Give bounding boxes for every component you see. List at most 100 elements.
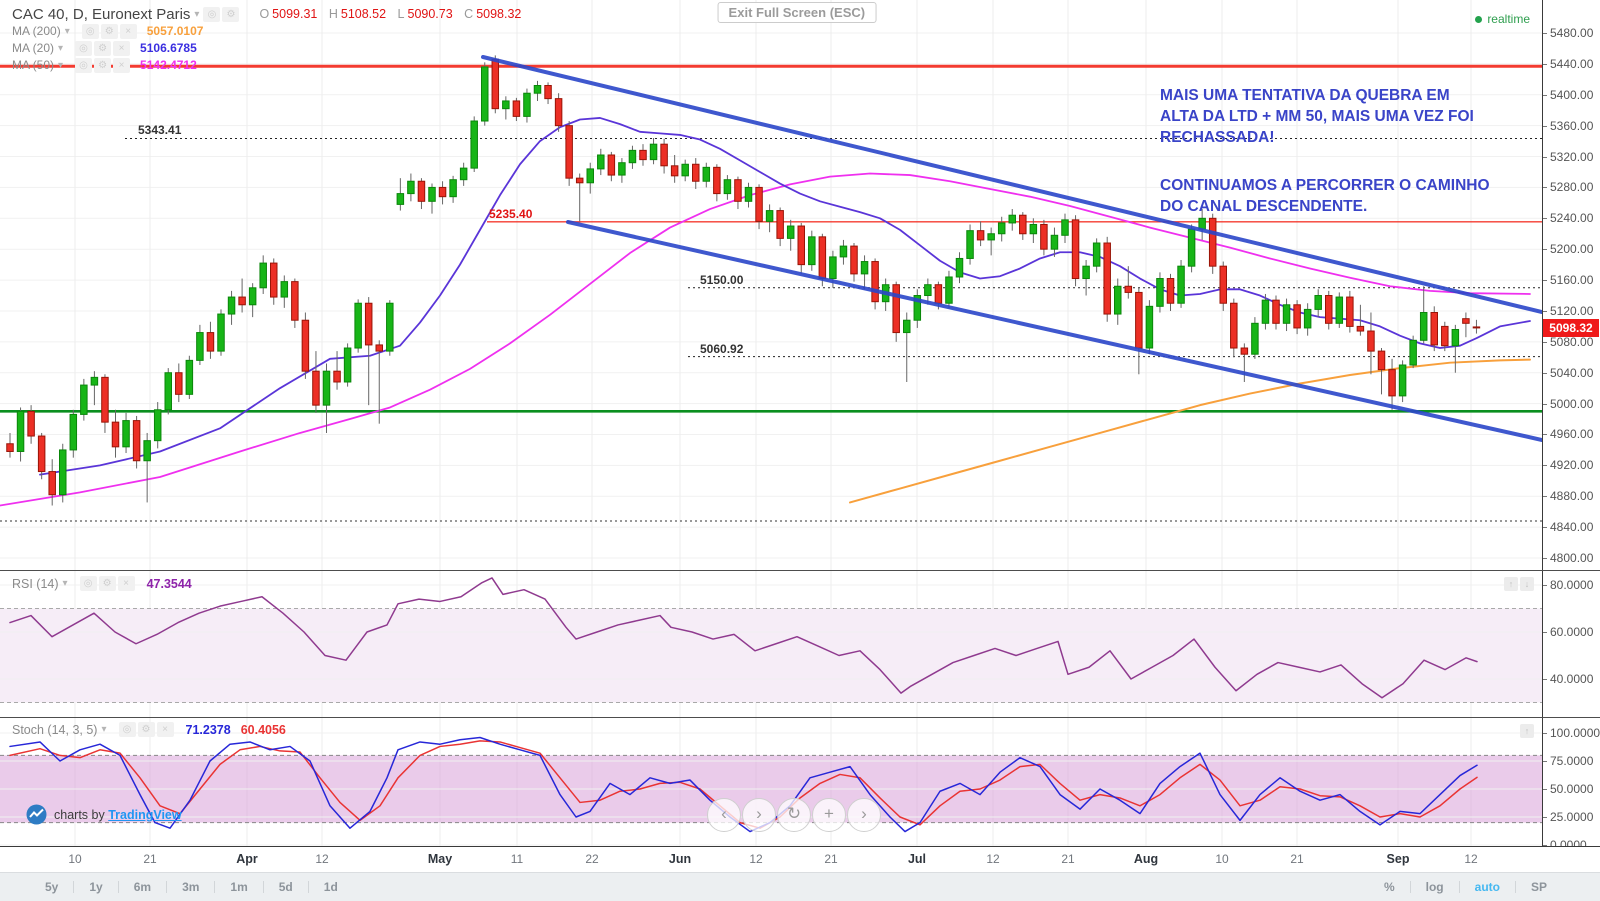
price-axis-label: 5040.00 (1550, 365, 1594, 380)
stoch-header: Stoch (14, 3, 5) ▾ ◎ ⚙ × 71.2378 60.4056 (12, 722, 286, 737)
price-axis-label: 4920.00 (1550, 458, 1594, 473)
close-icon[interactable]: × (156, 722, 174, 737)
range-5y-button[interactable]: 5y (45, 880, 59, 894)
candlestick-chart-canvas[interactable] (0, 0, 1542, 570)
pane-separator[interactable] (0, 717, 1600, 718)
gear-icon[interactable]: ⚙ (137, 722, 155, 737)
time-axis-label: 12 (749, 852, 763, 866)
price-axis-label: 80.0000 (1550, 578, 1594, 592)
chevron-down-icon[interactable]: ▾ (64, 25, 70, 37)
eye-icon[interactable]: ◎ (79, 576, 97, 591)
price-axis-label: 25.0000 (1550, 810, 1594, 824)
price-axis-label: 5400.00 (1550, 87, 1594, 102)
eye-icon[interactable]: ◎ (118, 722, 136, 737)
rsi-header: RSI (14) ▾ ◎ ⚙ × 47.3544 (12, 576, 192, 591)
price-axis[interactable]: 5480.00 5440.00 5400.00 5360.00 5320.00 5280.… (1542, 0, 1600, 852)
price-axis-label: 60.0000 (1550, 625, 1594, 639)
reset-chart-button[interactable]: ↻ (777, 798, 811, 832)
sp-button[interactable]: SP (1530, 880, 1547, 894)
price-axis-label: 5200.00 (1550, 242, 1594, 257)
gear-icon[interactable]: ⚙ (98, 576, 116, 591)
range-5d-button[interactable]: 5d (278, 880, 293, 894)
time-axis[interactable]: 10 21 Apr 12 May 11 22 Jun 12 21 Jul 12 21 Aug 10 21 Sep… (0, 847, 1600, 872)
ma50-row: MA (50) ▾ ◎ ⚙ × 5142.4712 (12, 57, 521, 73)
ohlc-values: O 5099.31 H 5108.52 L 5090.73 C 5098.32 (251, 7, 521, 21)
scroll-left-button[interactable]: ‹ (707, 798, 741, 832)
move-pane-up-icon[interactable]: ↑ (1504, 577, 1518, 591)
chevron-down-icon[interactable]: ▾ (58, 59, 64, 71)
price-level-label[interactable]: 5235.40 (489, 206, 533, 221)
close-icon[interactable]: × (113, 40, 131, 56)
price-axis-label: 4800.00 (1550, 551, 1594, 566)
open-value: 5099.31 (272, 7, 318, 21)
ma200-label[interactable]: MA (200) (12, 24, 61, 38)
close-icon[interactable]: × (117, 576, 135, 591)
log-scale-button[interactable]: log (1425, 880, 1444, 894)
go-to-latest-button[interactable]: › (847, 798, 881, 832)
chevron-down-icon[interactable]: ▾ (194, 8, 200, 20)
auto-scale-button[interactable]: auto (1474, 880, 1500, 894)
time-axis-label: Sep (1386, 852, 1410, 866)
scroll-right-button[interactable]: › (742, 798, 776, 832)
ma50-value: 5142.4712 (140, 58, 197, 72)
price-axis-label: 5120.00 (1550, 303, 1594, 318)
price-axis-label: 75.0000 (1550, 754, 1594, 768)
eye-icon[interactable]: ◎ (75, 40, 93, 56)
gear-icon[interactable]: ⚙ (100, 23, 118, 39)
time-axis-label: 21 (143, 852, 157, 866)
range-1m-button[interactable]: 1m (230, 880, 248, 894)
exit-fullscreen-tooltip[interactable]: Exit Full Screen (ESC) (717, 2, 877, 23)
time-axis-label: 21 (824, 852, 838, 866)
move-pane-down-icon[interactable]: ↓ (1520, 577, 1534, 591)
time-axis-label: 12 (986, 852, 1000, 866)
chart-legend: CAC 40, D, Euronext Paris ▾ ◎ ⚙ O 5099.31… (12, 6, 521, 74)
time-axis-label: Jul (907, 852, 927, 866)
bottom-toolbar: 5y 1y 6m 3m 1m 5d 1d % log auto SP (0, 872, 1600, 901)
open-label: O (259, 7, 270, 21)
symbol-title[interactable]: CAC 40, D, Euronext Paris (12, 5, 191, 23)
ma20-label[interactable]: MA (20) (12, 41, 55, 55)
rsi-chart-canvas[interactable] (0, 571, 1542, 717)
gear-icon[interactable]: ⚙ (222, 6, 240, 22)
range-6m-button[interactable]: 6m (133, 880, 152, 894)
close-icon[interactable]: × (113, 57, 131, 73)
high-value: 5108.52 (340, 7, 387, 21)
price-axis-label: 50.0000 (1550, 782, 1594, 796)
time-axis-label: Jun (668, 852, 692, 866)
annotation-note-2: CONTINUAMOS A PERCORRER O CAMINHO DO CAN… (1160, 177, 1490, 215)
zoom-in-button[interactable]: + (812, 798, 846, 832)
chevron-down-icon[interactable]: ▾ (101, 724, 107, 735)
close-value: 5098.32 (476, 7, 522, 21)
ma20-row: MA (20) ▾ ◎ ⚙ × 5106.6785 (12, 40, 521, 56)
stoch-pane: Stoch (14, 3, 5) ▾ ◎ ⚙ × 71.2378 60.4056… (0, 718, 1600, 846)
eye-icon[interactable]: ◎ (75, 57, 93, 73)
gear-icon[interactable]: ⚙ (94, 57, 112, 73)
move-pane-up-icon[interactable]: ↑ (1520, 724, 1534, 738)
price-level-label[interactable]: 5060.92 (700, 341, 744, 356)
time-axis-label: 21 (1290, 852, 1304, 866)
price-axis-label: 5000.00 (1550, 396, 1594, 411)
ma50-label[interactable]: MA (50) (12, 58, 55, 72)
price-level-label[interactable]: 5343.41 (138, 123, 182, 138)
percent-scale-button[interactable]: % (1383, 880, 1395, 894)
rsi-label[interactable]: RSI (14) (12, 576, 59, 591)
tradingview-link[interactable]: TradingView (108, 807, 182, 822)
gear-icon[interactable]: ⚙ (94, 40, 112, 56)
eye-icon[interactable]: ◎ (203, 6, 221, 22)
eye-icon[interactable]: ◎ (81, 23, 99, 39)
chevron-down-icon[interactable]: ▾ (58, 42, 64, 54)
stoch-label[interactable]: Stoch (14, 3, 5) (12, 722, 98, 737)
price-level-label[interactable]: 5150.00 (700, 272, 744, 287)
ma200-row: MA (200) ▾ ◎ ⚙ × 5057.0107 (12, 23, 521, 39)
price-axis-label: 5280.00 (1550, 180, 1594, 195)
close-icon[interactable]: × (119, 23, 137, 39)
chevron-down-icon[interactable]: ▾ (62, 578, 68, 589)
range-1d-button[interactable]: 1d (323, 880, 338, 894)
pane-separator[interactable] (0, 570, 1600, 571)
range-1y-button[interactable]: 1y (89, 880, 103, 894)
realtime-label: realtime (1487, 12, 1530, 26)
price-axis-label: 5240.00 (1550, 211, 1594, 226)
range-3m-button[interactable]: 3m (182, 880, 200, 894)
price-axis-label: 5320.00 (1550, 149, 1594, 164)
